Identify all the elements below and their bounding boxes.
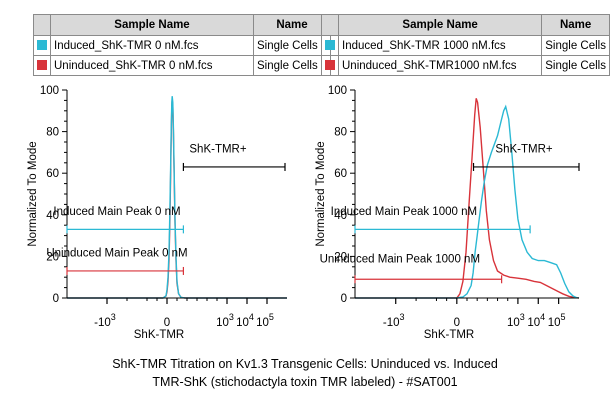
gate-label: Uninduced Main Peak 0 nM xyxy=(46,247,187,259)
gate-label: ShK-TMR+ xyxy=(495,143,552,155)
x-tick-exponent: 3 xyxy=(229,312,234,322)
legend-name-cell: Single Cells xyxy=(253,55,331,76)
legend-name-cell: Single Cells xyxy=(541,35,610,56)
x-tick-label: 103 xyxy=(216,312,234,329)
chart-1 xyxy=(350,89,580,304)
y-axis-label: Normalized To Mode xyxy=(27,141,39,246)
legend-sample-cell: Uninduced_ShK-TMR1000 nM.fcs xyxy=(337,55,543,76)
x-tick-exponent: 3 xyxy=(111,312,116,322)
y-tick-label: 20 xyxy=(46,251,59,263)
x-tick-label: 0 xyxy=(454,317,460,329)
legend-swatch-induced xyxy=(37,40,47,51)
y-tick-label: 40 xyxy=(46,210,59,222)
legend-swatch-uninduced xyxy=(325,60,335,71)
x-tick-label: 104 xyxy=(236,312,254,329)
legend-header-sample-name[interactable]: Sample Name xyxy=(50,14,254,36)
y-tick-label: 0 xyxy=(53,293,59,305)
x-tick-exponent: 5 xyxy=(269,312,274,322)
legend-swatch-induced xyxy=(325,40,335,51)
legend-name-cell: Single Cells xyxy=(541,55,610,76)
x-tick-label: 105 xyxy=(548,312,566,329)
x-tick-exponent: 5 xyxy=(561,312,566,322)
y-axis-label: Normalized To Mode xyxy=(315,141,327,246)
y-tick-label: 60 xyxy=(334,168,347,180)
legend-swatch-uninduced xyxy=(37,60,47,71)
legend-sample-cell: Uninduced_ShK-TMR 0 nM.fcs xyxy=(50,55,254,76)
y-tick-label: 40 xyxy=(334,210,347,222)
gate-label: Uninduced Main Peak 1000 nM xyxy=(320,254,480,266)
x-tick-label: -103 xyxy=(383,312,405,329)
x-tick-exponent: 3 xyxy=(520,312,525,322)
legend-header-sample-name[interactable]: Sample Name xyxy=(337,14,543,36)
x-tick-label: 104 xyxy=(527,312,545,329)
x-tick-label: 105 xyxy=(256,312,274,329)
x-tick-label: 103 xyxy=(507,312,525,329)
y-tick-label: 100 xyxy=(40,85,59,97)
legend-table-right: Sample Name Name Induced_ShK-TMR 1000 nM… xyxy=(321,14,610,76)
y-tick-label: 0 xyxy=(341,293,347,305)
caption-line-2: TMR-ShK (stichodactyla toxin TMR labeled… xyxy=(152,375,458,389)
gate-label: ShK-TMR+ xyxy=(189,143,246,155)
legend-row[interactable]: Uninduced_ShK-TMR1000 nM.fcs Single Cell… xyxy=(321,55,610,76)
y-tick-label: 60 xyxy=(46,168,59,180)
x-axis-label: ShK-TMR xyxy=(424,329,474,341)
series-line-induced xyxy=(67,96,287,299)
y-tick-label: 100 xyxy=(328,85,347,97)
legend-table-left: Sample Name Name Induced_ShK-TMR 0 nM.fc… xyxy=(33,14,331,76)
gate-label: Induced Main Peak 0 nM xyxy=(53,206,180,218)
series-line-induced xyxy=(355,104,580,299)
gate-label: Induced Main Peak 1000 nM xyxy=(331,206,477,218)
x-tick-label: -103 xyxy=(94,312,116,329)
y-tick-label: 80 xyxy=(46,127,59,139)
chart-0 xyxy=(62,89,287,304)
x-tick-label: 0 xyxy=(164,317,170,329)
caption-line-1: ShK-TMR Titration on Kv1.3 Transgenic Ce… xyxy=(112,357,498,371)
series-line-uninduced xyxy=(355,98,580,299)
x-tick-exponent: 4 xyxy=(540,312,545,322)
x-tick-exponent: 3 xyxy=(400,312,405,322)
y-tick-label: 20 xyxy=(334,251,347,263)
y-tick-label: 80 xyxy=(334,127,347,139)
x-axis-label: ShK-TMR xyxy=(134,329,184,341)
legend-row[interactable]: Uninduced_ShK-TMR 0 nM.fcs Single Cells xyxy=(33,55,331,76)
x-tick-exponent: 4 xyxy=(249,312,254,322)
